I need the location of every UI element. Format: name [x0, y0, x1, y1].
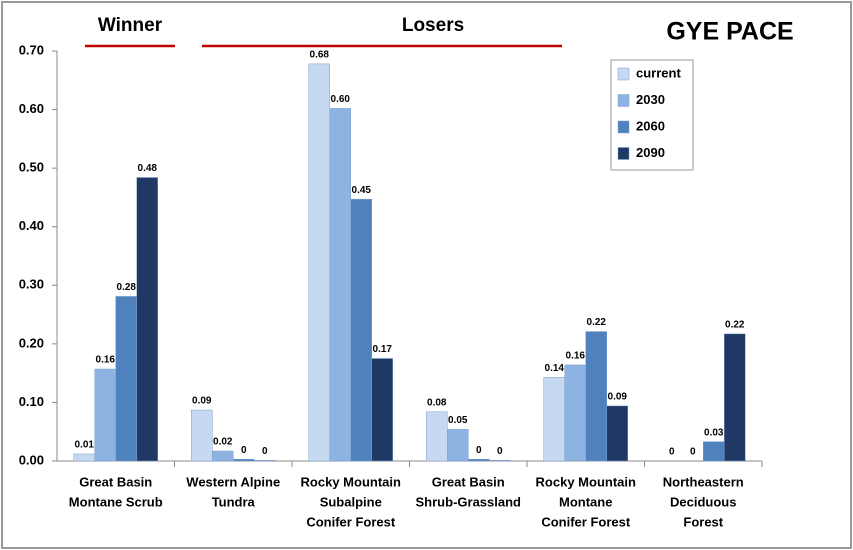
x-tick-label: Rocky Mountain [536, 474, 636, 489]
x-tick-label: Northeastern [663, 474, 744, 489]
bar [543, 376, 565, 462]
legend-label: current [636, 65, 681, 80]
value-label: 0.22 [725, 320, 745, 331]
value-label: 0.22 [587, 317, 607, 328]
y-tick-label: 0.00 [19, 452, 44, 467]
value-label: 0 [241, 445, 247, 456]
bar [350, 198, 372, 462]
value-label: 0.02 [213, 437, 233, 448]
x-tick-label: Conifer Forest [541, 514, 631, 529]
y-tick-label: 0.50 [19, 160, 44, 175]
bar [371, 358, 393, 462]
bar [191, 409, 213, 462]
value-label: 0.08 [427, 397, 447, 408]
bar [233, 458, 255, 462]
legend-swatch [617, 67, 630, 81]
value-label: 0.48 [138, 163, 158, 174]
value-label: 0.17 [373, 344, 393, 355]
x-tick-label: Tundra [212, 494, 256, 509]
x-tick-label: Great Basin [79, 474, 152, 489]
bar [585, 331, 607, 462]
value-label: 0.14 [545, 363, 565, 374]
y-tick-label: 0.10 [19, 394, 44, 409]
bar [703, 441, 725, 462]
value-label: 0.68 [310, 50, 330, 61]
legend-swatch [617, 120, 630, 134]
value-label: 0.28 [117, 282, 137, 293]
legend-label: 2090 [636, 145, 665, 160]
value-label: 0.16 [566, 351, 586, 362]
value-label: 0.16 [96, 355, 116, 366]
chart-title: GYE PACE [666, 18, 793, 46]
y-tick-label: 0.60 [19, 101, 44, 116]
value-label: 0.45 [352, 185, 372, 196]
bar [489, 460, 511, 462]
y-tick-label: 0.40 [19, 218, 44, 233]
bar [468, 458, 490, 462]
x-tick-label: Rocky Mountain [301, 474, 401, 489]
bar [254, 460, 276, 462]
annotation: Winner [98, 15, 163, 36]
bar [115, 296, 137, 462]
bar [447, 429, 469, 462]
bar [724, 333, 746, 462]
x-tick-label: Subalpine [320, 494, 382, 509]
value-label: 0 [476, 445, 482, 456]
bar [73, 453, 95, 462]
value-label: 0.60 [331, 94, 351, 105]
bar [606, 405, 628, 462]
value-label: 0.05 [448, 415, 468, 426]
y-tick-label: 0.70 [19, 42, 44, 57]
bar [212, 450, 234, 462]
value-label: 0 [262, 446, 268, 457]
value-label: 0.09 [608, 392, 628, 403]
bar [564, 364, 586, 462]
value-label: 0 [497, 446, 503, 457]
annotation: Losers [402, 15, 464, 36]
legend-swatch [617, 147, 630, 160]
bar [329, 108, 351, 462]
x-tick-label: Western Alpine [186, 474, 280, 489]
legend-label: 2030 [636, 92, 665, 107]
x-tick-label: Montane Scrub [69, 494, 163, 509]
legend-swatch [617, 94, 630, 107]
x-tick-label: Deciduous [670, 494, 736, 509]
y-tick-label: 0.20 [19, 335, 44, 350]
x-tick-label: Forest [683, 514, 723, 529]
value-label: 0 [690, 447, 696, 458]
value-label: 0.01 [75, 440, 95, 451]
bar [94, 368, 116, 462]
x-tick-label: Montane [559, 494, 612, 509]
x-tick-label: Shrub-Grassland [416, 494, 522, 509]
value-label: 0.03 [704, 427, 724, 438]
bar [426, 411, 448, 462]
y-tick-label: 0.30 [19, 277, 44, 292]
legend-label: 2060 [636, 118, 665, 133]
value-label: 0.09 [192, 396, 212, 407]
value-label: 0 [669, 447, 675, 458]
bar [308, 63, 330, 462]
bar [136, 177, 158, 462]
x-tick-label: Conifer Forest [306, 514, 396, 529]
x-tick-label: Great Basin [432, 474, 505, 489]
